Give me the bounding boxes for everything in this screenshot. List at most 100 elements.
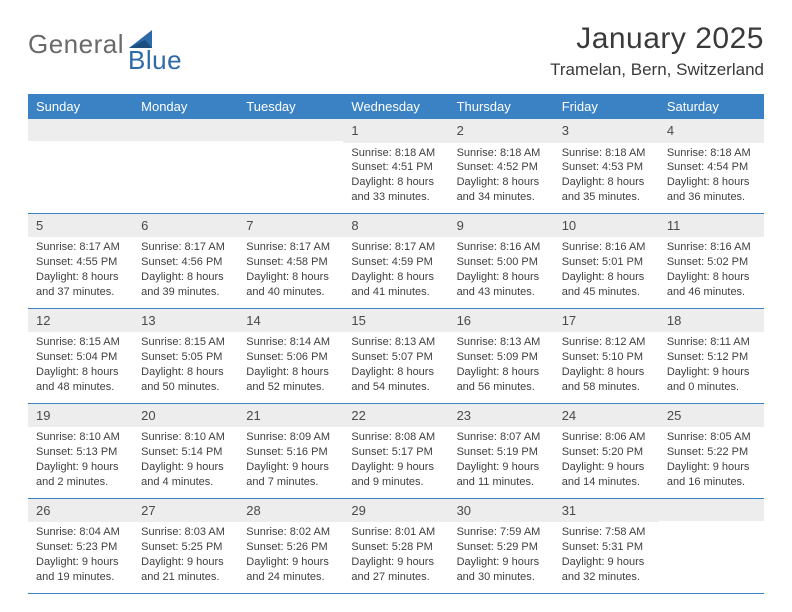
sunrise-line: Sunrise: 8:18 AM: [667, 146, 756, 161]
day-number: 4: [659, 119, 764, 143]
sunset-line: Sunset: 5:00 PM: [457, 255, 546, 270]
sunset-line: Sunset: 5:19 PM: [457, 445, 546, 460]
daylight-line: and 9 minutes.: [351, 475, 440, 490]
daylight-line: Daylight: 8 hours: [351, 175, 440, 190]
daylight-line: and 4 minutes.: [141, 475, 230, 490]
day-number: 18: [659, 309, 764, 333]
calendar-cell: 16Sunrise: 8:13 AMSunset: 5:09 PMDayligh…: [449, 308, 554, 403]
calendar-cell: 31Sunrise: 7:58 AMSunset: 5:31 PMDayligh…: [554, 498, 659, 593]
calendar-cell: 12Sunrise: 8:15 AMSunset: 5:04 PMDayligh…: [28, 308, 133, 403]
sunrise-line: Sunrise: 8:16 AM: [457, 240, 546, 255]
daylight-line: and 19 minutes.: [36, 570, 125, 585]
sunrise-line: Sunrise: 8:17 AM: [246, 240, 335, 255]
sunset-line: Sunset: 5:26 PM: [246, 540, 335, 555]
day-number: 21: [238, 404, 343, 428]
day-details: Sunrise: 8:04 AMSunset: 5:23 PMDaylight:…: [28, 522, 133, 592]
day-details: Sunrise: 8:18 AMSunset: 4:53 PMDaylight:…: [554, 143, 659, 213]
calendar-cell: 3Sunrise: 8:18 AMSunset: 4:53 PMDaylight…: [554, 119, 659, 213]
day-details: Sunrise: 8:18 AMSunset: 4:54 PMDaylight:…: [659, 143, 764, 213]
day-number: 30: [449, 499, 554, 523]
daylight-line: and 16 minutes.: [667, 475, 756, 490]
sunrise-line: Sunrise: 8:14 AM: [246, 335, 335, 350]
calendar-cell: 18Sunrise: 8:11 AMSunset: 5:12 PMDayligh…: [659, 308, 764, 403]
page-heading: January 2025 Tramelan, Bern, Switzerland: [550, 22, 764, 80]
daylight-line: and 27 minutes.: [351, 570, 440, 585]
header-bar: General Blue January 2025 Tramelan, Bern…: [28, 22, 764, 80]
sunrise-line: Sunrise: 8:06 AM: [562, 430, 651, 445]
calendar-week: 19Sunrise: 8:10 AMSunset: 5:13 PMDayligh…: [28, 403, 764, 498]
sunset-line: Sunset: 5:31 PM: [562, 540, 651, 555]
daylight-line: Daylight: 8 hours: [351, 270, 440, 285]
calendar-cell: 9Sunrise: 8:16 AMSunset: 5:00 PMDaylight…: [449, 213, 554, 308]
daylight-line: Daylight: 8 hours: [562, 175, 651, 190]
sunrise-line: Sunrise: 8:16 AM: [562, 240, 651, 255]
calendar-cell: 5Sunrise: 8:17 AMSunset: 4:55 PMDaylight…: [28, 213, 133, 308]
daylight-line: and 30 minutes.: [457, 570, 546, 585]
weekday-monday: Monday: [133, 94, 238, 119]
daylight-line: Daylight: 9 hours: [246, 460, 335, 475]
location-subtitle: Tramelan, Bern, Switzerland: [550, 60, 764, 80]
sunrise-line: Sunrise: 8:08 AM: [351, 430, 440, 445]
daylight-line: and 37 minutes.: [36, 285, 125, 300]
sunset-line: Sunset: 4:55 PM: [36, 255, 125, 270]
weekday-saturday: Saturday: [659, 94, 764, 119]
day-details: Sunrise: 8:15 AMSunset: 5:04 PMDaylight:…: [28, 332, 133, 402]
sunset-line: Sunset: 5:01 PM: [562, 255, 651, 270]
sunset-line: Sunset: 5:12 PM: [667, 350, 756, 365]
day-number: 12: [28, 309, 133, 333]
daylight-line: Daylight: 9 hours: [457, 555, 546, 570]
day-number: 8: [343, 214, 448, 238]
day-number: 27: [133, 499, 238, 523]
daylight-line: and 32 minutes.: [562, 570, 651, 585]
sunrise-line: Sunrise: 8:13 AM: [351, 335, 440, 350]
day-number: 19: [28, 404, 133, 428]
day-number: 15: [343, 309, 448, 333]
day-details: Sunrise: 8:05 AMSunset: 5:22 PMDaylight:…: [659, 427, 764, 497]
day-details: [238, 141, 343, 199]
daylight-line: and 14 minutes.: [562, 475, 651, 490]
daylight-line: and 41 minutes.: [351, 285, 440, 300]
daylight-line: Daylight: 8 hours: [562, 365, 651, 380]
calendar-week: 26Sunrise: 8:04 AMSunset: 5:23 PMDayligh…: [28, 498, 764, 593]
calendar-cell: 13Sunrise: 8:15 AMSunset: 5:05 PMDayligh…: [133, 308, 238, 403]
sunset-line: Sunset: 5:29 PM: [457, 540, 546, 555]
daylight-line: and 39 minutes.: [141, 285, 230, 300]
day-details: Sunrise: 8:08 AMSunset: 5:17 PMDaylight:…: [343, 427, 448, 497]
day-details: Sunrise: 8:18 AMSunset: 4:52 PMDaylight:…: [449, 143, 554, 213]
calendar-cell: [133, 119, 238, 213]
sunrise-line: Sunrise: 8:03 AM: [141, 525, 230, 540]
weekday-header: Sunday Monday Tuesday Wednesday Thursday…: [28, 94, 764, 119]
day-details: [659, 521, 764, 579]
day-number: 13: [133, 309, 238, 333]
daylight-line: and 50 minutes.: [141, 380, 230, 395]
daylight-line: and 45 minutes.: [562, 285, 651, 300]
daylight-line: and 43 minutes.: [457, 285, 546, 300]
calendar-cell: 10Sunrise: 8:16 AMSunset: 5:01 PMDayligh…: [554, 213, 659, 308]
day-details: Sunrise: 8:16 AMSunset: 5:00 PMDaylight:…: [449, 237, 554, 307]
brand-logo: General Blue: [28, 22, 210, 60]
day-number: 24: [554, 404, 659, 428]
weekday-tuesday: Tuesday: [238, 94, 343, 119]
daylight-line: Daylight: 9 hours: [457, 460, 546, 475]
weekday-sunday: Sunday: [28, 94, 133, 119]
daylight-line: and 21 minutes.: [141, 570, 230, 585]
sunset-line: Sunset: 5:22 PM: [667, 445, 756, 460]
day-details: Sunrise: 8:09 AMSunset: 5:16 PMDaylight:…: [238, 427, 343, 497]
day-number: 3: [554, 119, 659, 143]
daylight-line: and 58 minutes.: [562, 380, 651, 395]
day-details: Sunrise: 8:03 AMSunset: 5:25 PMDaylight:…: [133, 522, 238, 592]
sunrise-line: Sunrise: 8:13 AM: [457, 335, 546, 350]
calendar-cell: 29Sunrise: 8:01 AMSunset: 5:28 PMDayligh…: [343, 498, 448, 593]
weekday-friday: Friday: [554, 94, 659, 119]
sunset-line: Sunset: 5:17 PM: [351, 445, 440, 460]
day-number: 16: [449, 309, 554, 333]
day-number: 31: [554, 499, 659, 523]
sunrise-line: Sunrise: 8:10 AM: [141, 430, 230, 445]
day-number: 22: [343, 404, 448, 428]
daylight-line: and 35 minutes.: [562, 190, 651, 205]
daylight-line: Daylight: 8 hours: [246, 270, 335, 285]
daylight-line: and 54 minutes.: [351, 380, 440, 395]
day-number: 26: [28, 499, 133, 523]
sunrise-line: Sunrise: 8:18 AM: [562, 146, 651, 161]
day-number: 5: [28, 214, 133, 238]
